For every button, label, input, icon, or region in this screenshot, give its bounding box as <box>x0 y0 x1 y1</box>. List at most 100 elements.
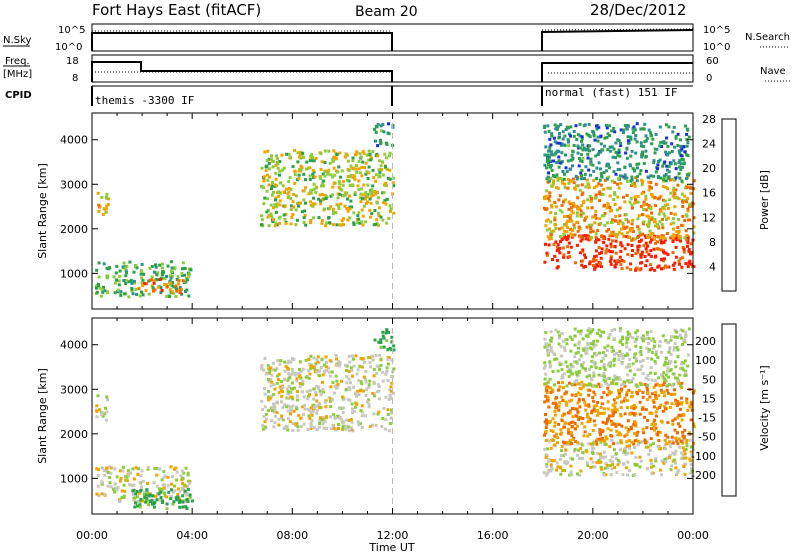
echo-cell-3 <box>269 157 273 161</box>
echo-cell-3 <box>349 366 353 370</box>
echo-cell-6 <box>566 178 570 181</box>
echo-cell-3 <box>263 196 267 200</box>
echo-cell-6 <box>657 439 661 442</box>
echo-cell-3 <box>334 374 338 378</box>
echo-cell-1 <box>154 263 157 267</box>
echo-cell-3 <box>388 204 392 208</box>
echo-cell-7 <box>685 132 689 136</box>
echo-cell-5 <box>549 446 553 450</box>
echo-cell-7 <box>658 344 662 348</box>
echo-cell-7 <box>626 379 630 383</box>
echo-cell-7 <box>664 141 668 145</box>
echo-cell-6 <box>654 182 658 186</box>
echo-cell-6 <box>559 177 563 180</box>
echo-cell-7 <box>586 152 590 156</box>
echo-cell-7 <box>569 125 573 129</box>
echo-cell-3 <box>349 381 352 385</box>
echo-cell-3 <box>278 215 282 219</box>
echo-cell-7 <box>574 174 578 178</box>
echo-cell-6 <box>663 214 667 218</box>
echo-cell-6 <box>546 399 550 403</box>
echo-cell-3 <box>320 219 324 223</box>
echo-cell-1 <box>163 276 167 280</box>
echo-cell-3 <box>387 362 390 366</box>
echo-cell-5 <box>608 464 612 467</box>
echo-cell-7 <box>601 357 605 361</box>
echo-cell-7 <box>634 383 638 387</box>
echo-cell-6 <box>644 197 648 201</box>
echo-cell-3 <box>279 389 283 392</box>
echo-cell-3 <box>315 370 319 374</box>
echo-cell-6 <box>625 225 629 229</box>
echo-cell-6 <box>562 233 566 236</box>
echo-cell-4 <box>379 138 382 142</box>
echo-cell-6 <box>663 405 667 409</box>
echo-cell-5 <box>597 459 601 462</box>
echo-cell-1 <box>143 491 146 495</box>
date-label: 28/Dec/2012 <box>590 1 686 19</box>
echo-cell-7 <box>595 124 598 128</box>
echo-cell-5 <box>604 473 608 477</box>
echo-cell-3 <box>337 204 341 208</box>
echo-cell-6 <box>618 431 621 435</box>
echo-cell-7 <box>626 141 630 145</box>
echo-cell-2 <box>143 495 147 499</box>
echo-cell-1 <box>165 495 169 499</box>
echo-cell-3 <box>309 364 313 368</box>
echo-cell-7 <box>621 382 625 386</box>
echo-cell-3 <box>317 385 321 389</box>
echo-cell-3 <box>312 182 316 186</box>
echo-cell-7 <box>590 347 594 351</box>
echo-cell-6 <box>671 194 675 198</box>
echo-cell-3 <box>283 403 287 407</box>
echo-cell-6 <box>544 194 548 198</box>
echo-cell-7 <box>615 376 619 380</box>
echo-cell-7 <box>649 330 653 334</box>
echo-cell-3 <box>313 175 317 179</box>
echo-cell-1 <box>152 270 156 274</box>
echo-cell-1 <box>137 491 141 495</box>
echo-cell-3 <box>349 175 353 179</box>
echo-cell-3 <box>276 202 279 206</box>
echo-cell-6 <box>659 236 663 240</box>
echo-cell-6 <box>668 440 672 444</box>
echo-cell-4 <box>382 130 386 134</box>
echo-cell-7 <box>636 335 640 339</box>
echo-cell-6 <box>560 395 564 399</box>
echo-cell-3 <box>315 399 319 403</box>
echo-cell-0 <box>96 394 100 398</box>
echo-cell-3 <box>356 214 360 218</box>
echo-cell-5 <box>597 246 601 250</box>
echo-cell-6 <box>692 179 696 183</box>
echo-cell-6 <box>666 421 670 425</box>
echo-cell-1 <box>127 474 131 477</box>
echo-cell-4 <box>392 344 396 348</box>
echo-cell-5 <box>670 464 674 468</box>
echo-cell-3 <box>311 204 315 208</box>
echo-cell-6 <box>557 381 561 385</box>
echo-cell-6 <box>586 206 590 210</box>
echo-cell-7 <box>573 355 577 359</box>
echo-cell-7 <box>647 128 651 132</box>
echo-cell-7 <box>669 353 673 356</box>
echo-cell-7 <box>569 364 573 368</box>
echo-cell-7 <box>678 151 681 155</box>
echo-cell-5 <box>594 249 598 253</box>
echo-cell-3 <box>311 172 315 176</box>
echo-cell-5 <box>647 452 651 456</box>
echo-cell-1 <box>173 484 176 488</box>
echo-cell-5 <box>629 268 633 272</box>
echo-cell-6 <box>676 183 680 187</box>
echo-cell-5 <box>593 267 597 271</box>
echo-cell-5 <box>674 255 678 259</box>
echo-cell-6 <box>689 191 693 195</box>
echo-cell-3 <box>373 394 376 398</box>
echo-cell-6 <box>677 231 681 235</box>
echo-cell-6 <box>551 438 555 442</box>
echo-cell-3 <box>364 380 368 384</box>
echo-cell-3 <box>315 411 319 415</box>
echo-cell-2 <box>141 284 145 288</box>
echo-cell-6 <box>613 191 616 195</box>
echo-cell-7 <box>635 140 639 144</box>
echo-cell-5 <box>686 265 690 269</box>
